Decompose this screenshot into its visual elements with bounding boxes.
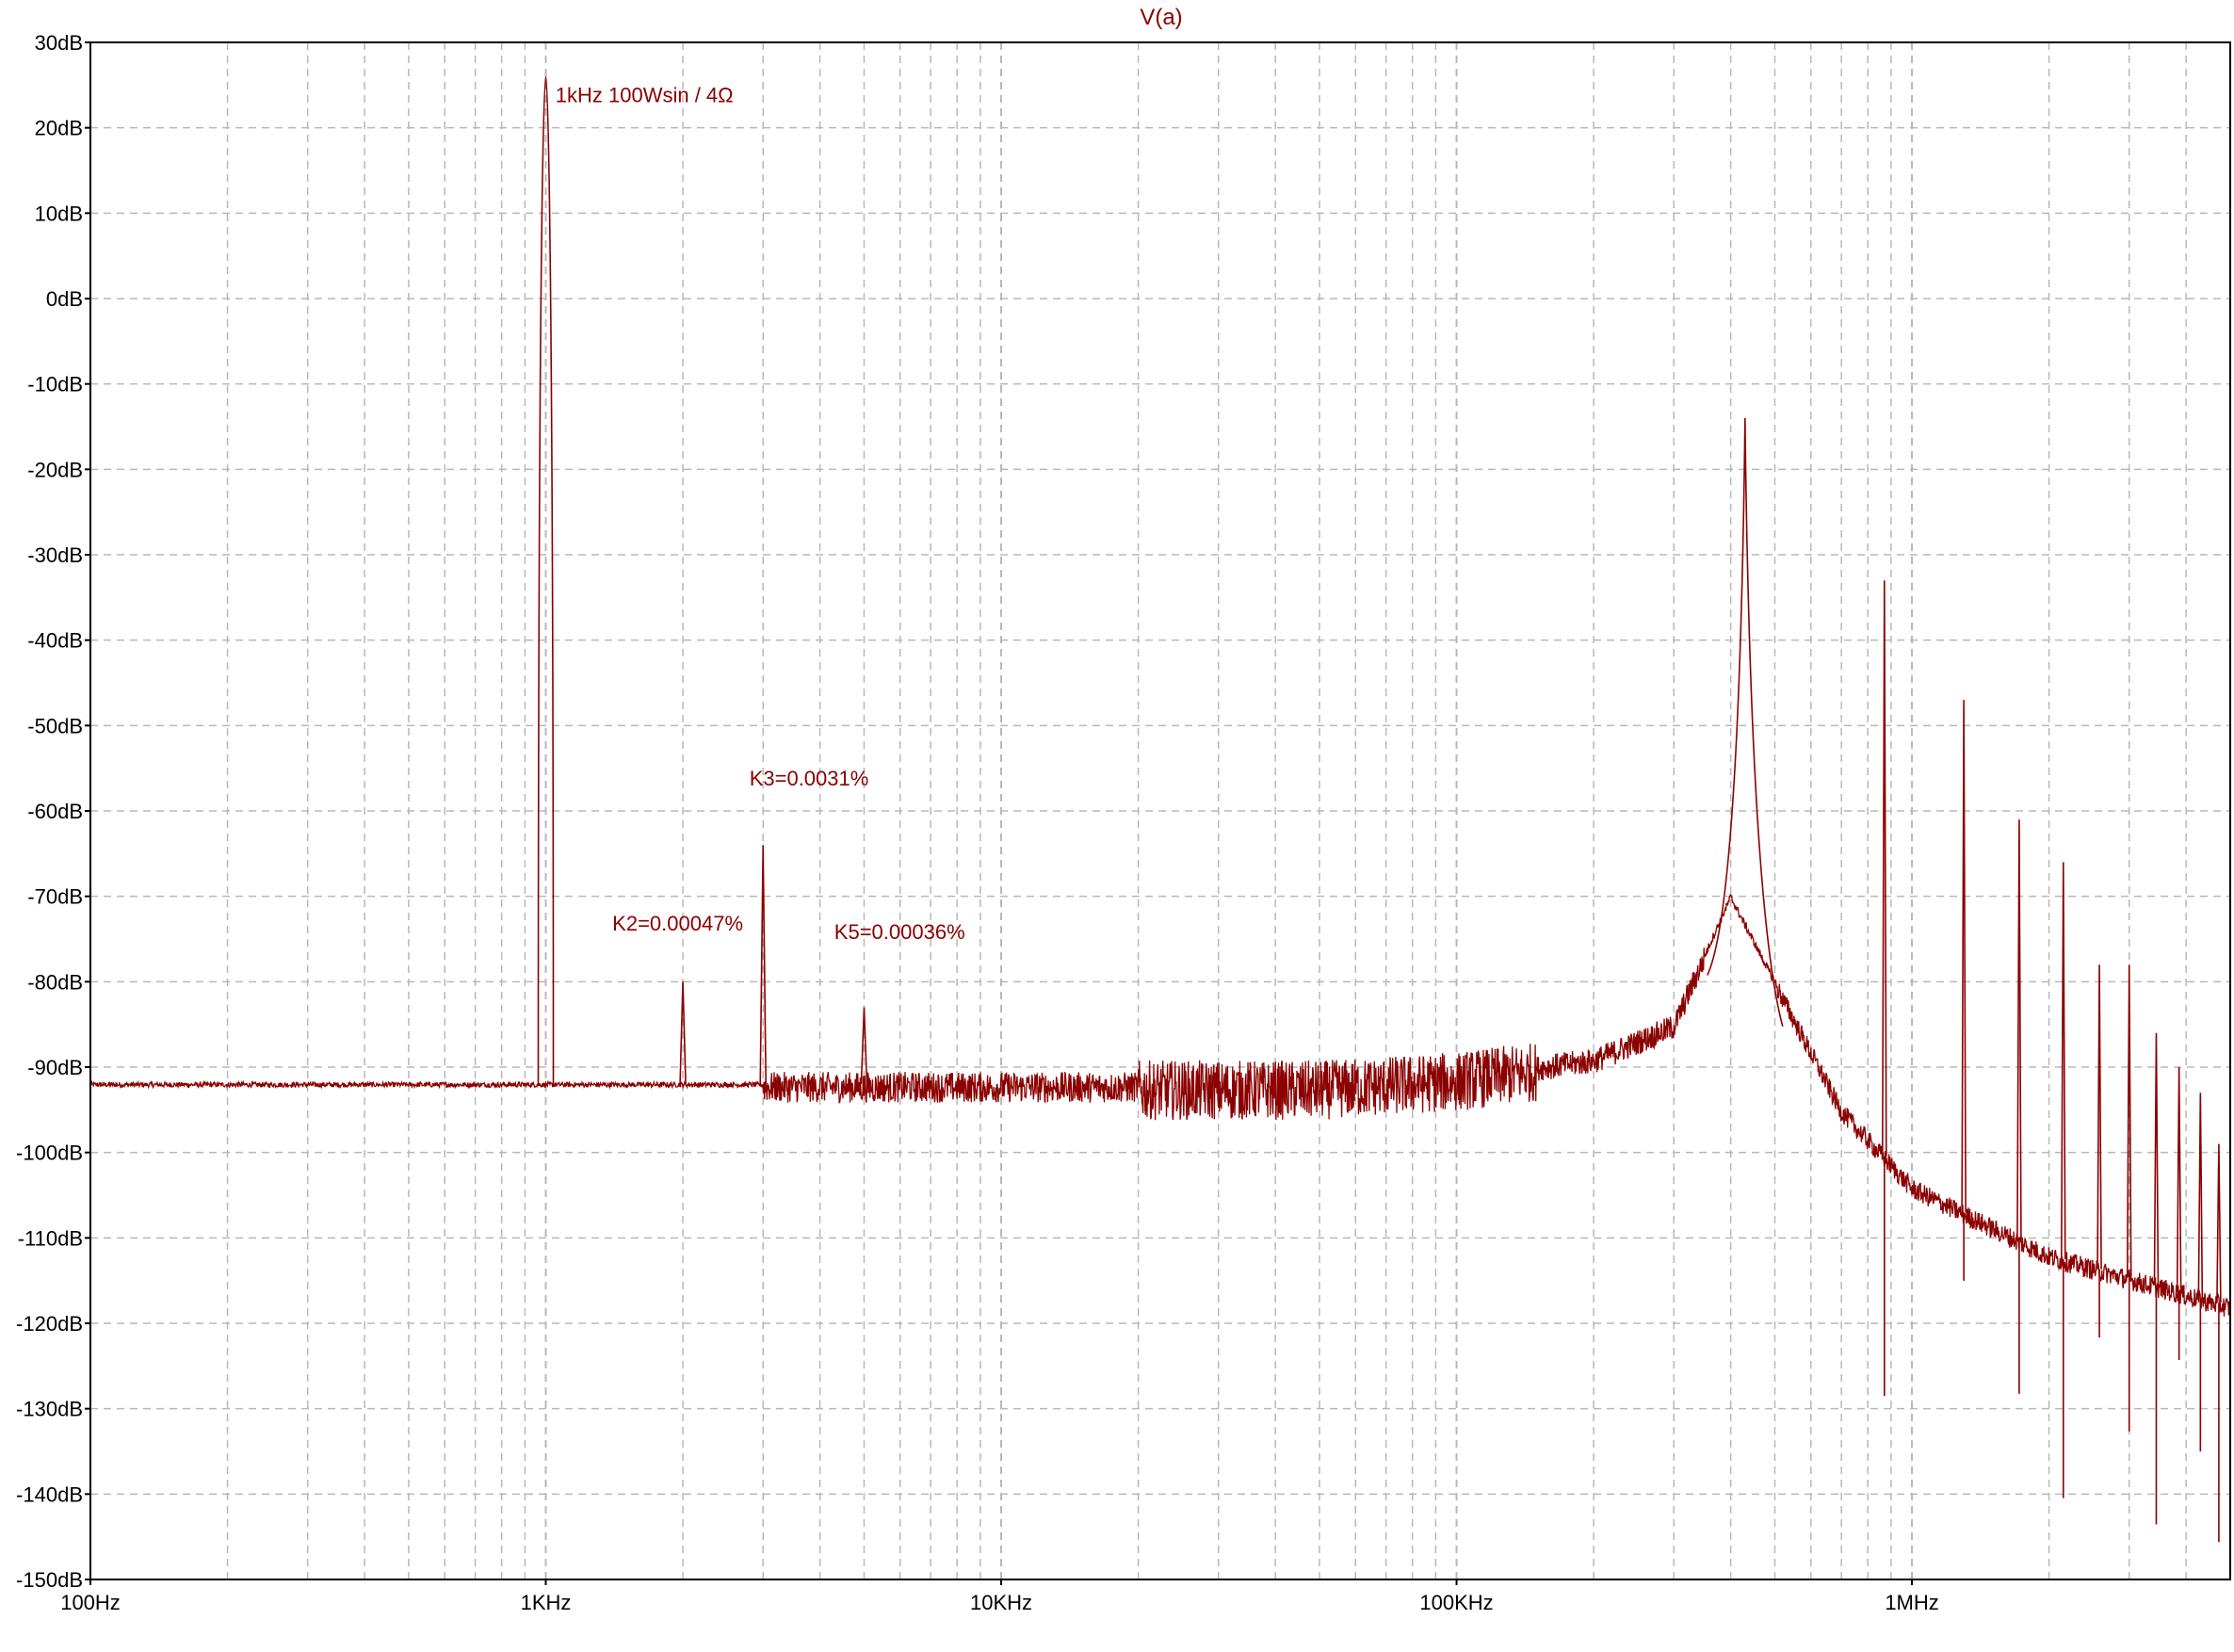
y-tick-label: -80dB [27, 970, 83, 994]
spectral-peak [537, 75, 555, 1085]
spectral-peak [759, 845, 768, 1085]
spectral-peak [679, 981, 687, 1085]
spectral-peak [2016, 819, 2022, 1394]
y-tick-label: -90dB [27, 1056, 83, 1079]
annotation-label: K2=0.00047% [612, 912, 743, 935]
y-tick-label: -60dB [27, 800, 83, 823]
x-tick-label: 1KHz [521, 1591, 572, 1614]
x-tick-label: 1MHz [1885, 1591, 1938, 1614]
y-tick-label: -20dB [27, 458, 83, 481]
y-tick-label: -130dB [16, 1398, 83, 1421]
x-axis-ticks: 100Hz 1KHz 10KHz 100KHz 1MHz [60, 1579, 1939, 1614]
spectral-peak [2060, 862, 2066, 1498]
y-tick-label: -50dB [27, 714, 83, 737]
y-tick-label: 20dB [35, 117, 83, 140]
y-tick-label: 30dB [35, 31, 83, 55]
x-tick-label: 100Hz [60, 1591, 121, 1614]
spectral-peak [860, 1007, 868, 1085]
spectral-peak [2216, 1143, 2222, 1543]
grid [89, 41, 2231, 1580]
spectral-peak [2096, 964, 2102, 1338]
y-tick-label: 0dB [46, 287, 83, 311]
spectral-peak [2153, 1032, 2160, 1525]
spectral-peak [1707, 417, 1784, 1028]
y-tick-label: -150dB [16, 1568, 83, 1592]
y-tick-label: -10dB [27, 373, 83, 397]
y-tick-label: 10dB [35, 202, 83, 225]
annotations: 1kHz 100Wsin / 4Ω K3=0.0031% K2=0.00047% K5… [556, 83, 965, 944]
spectral-peak [2197, 1093, 2204, 1452]
spectral-peak [1961, 700, 1967, 1281]
annotation-label: K3=0.0031% [750, 767, 869, 790]
x-tick-label: 10KHz [970, 1591, 1032, 1614]
spectral-peak [2176, 1066, 2182, 1361]
annotation-label: 1kHz 100Wsin / 4Ω [556, 83, 734, 106]
y-tick-label: -30dB [27, 543, 83, 567]
spectral-peak [1882, 580, 1887, 1396]
trace [89, 75, 2231, 1543]
y-tick-label: -120dB [16, 1312, 83, 1336]
x-tick-label: 100KHz [1419, 1591, 1493, 1614]
noise-floor-line [89, 893, 2231, 1317]
y-tick-label: -140dB [16, 1482, 83, 1506]
annotation-label: K5=0.00036% [834, 920, 965, 944]
y-axis-ticks: 30dB 20dB 10dB 0dB -10dB -20dB -30dB -40dB -50dB… [16, 31, 90, 1592]
y-tick-label: -70dB [27, 885, 83, 909]
y-tick-label: -40dB [27, 629, 83, 653]
y-tick-label: -110dB [18, 1226, 83, 1250]
chart-title: V(a) [1140, 5, 1182, 30]
spectral-peak [2126, 964, 2132, 1432]
y-tick-label: -100dB [16, 1142, 83, 1165]
